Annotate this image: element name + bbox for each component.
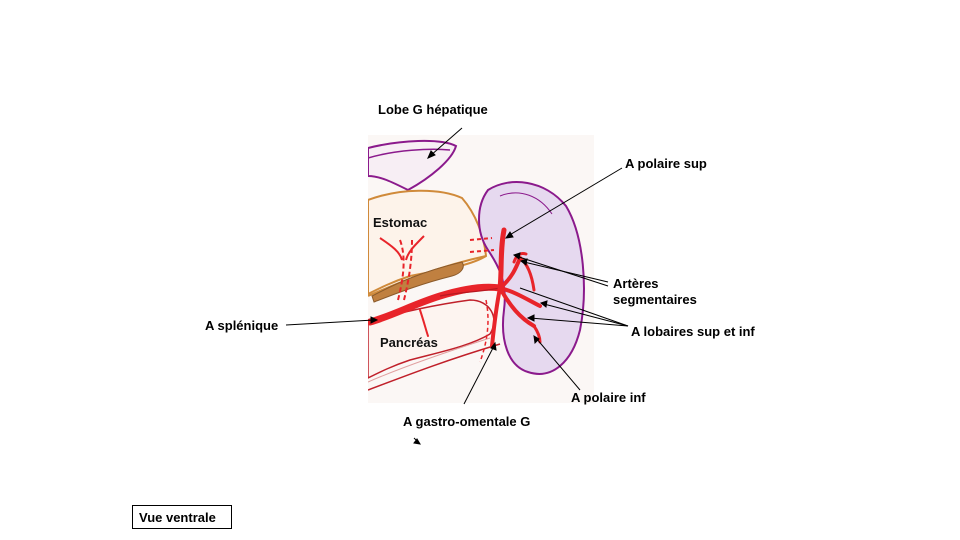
label-polar-inf-artery: A polaire inf (571, 390, 646, 405)
label-polar-sup-artery: A polaire sup (625, 156, 707, 171)
label-splenic-artery: A splénique (205, 318, 279, 333)
label-lobar-arteries: A lobaires sup et inf (631, 324, 755, 339)
label-gastro-omental-artery: A gastro-omentale G (403, 414, 531, 429)
label-liver-lobe: Lobe G hépatique (378, 102, 488, 117)
stomach (368, 189, 488, 296)
label-segmental-arteries-line1: Artères (613, 276, 659, 291)
label-pancreas: Pancréas (380, 335, 438, 350)
pancreas (368, 299, 495, 379)
splenic-artery (368, 283, 504, 326)
view-caption-box: Vue ventrale (132, 505, 232, 529)
leader-lines (285, 127, 629, 445)
label-segmental-arteries-line2: segmentaires (613, 292, 697, 307)
label-stomach: Estomac (373, 215, 428, 230)
